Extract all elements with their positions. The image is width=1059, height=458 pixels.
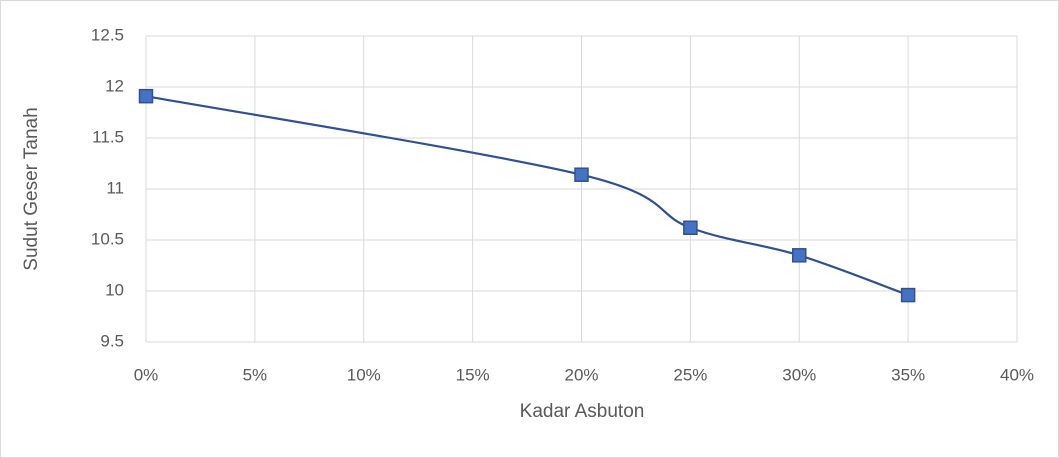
marker bbox=[574, 167, 589, 182]
x-axis-label: Kadar Asbuton bbox=[520, 401, 645, 422]
y-tick-label: 9.5 bbox=[100, 331, 124, 350]
y-tick-label: 12 bbox=[105, 76, 124, 95]
y-tick-label: 10.5 bbox=[91, 229, 124, 248]
x-tick-label: 40% bbox=[1000, 365, 1034, 384]
y-axis-label: Sudut Geser Tanah bbox=[21, 107, 42, 270]
x-tick-label: 20% bbox=[564, 365, 598, 384]
x-tick-label: 25% bbox=[673, 365, 707, 384]
x-tick-label: 35% bbox=[891, 365, 925, 384]
x-tick-label: 5% bbox=[243, 365, 268, 384]
x-tick-label: 10% bbox=[347, 365, 381, 384]
marker bbox=[792, 248, 807, 263]
y-tick-label: 12.5 bbox=[91, 25, 124, 44]
x-tick-label: 0% bbox=[134, 365, 159, 384]
marker bbox=[138, 88, 154, 104]
marker bbox=[683, 220, 698, 236]
y-tick-label: 11.5 bbox=[92, 127, 124, 146]
y-tick-label: 11 bbox=[106, 178, 124, 197]
x-tick-label: 15% bbox=[456, 365, 490, 384]
x-tick-label: 30% bbox=[782, 365, 816, 384]
line bbox=[145, 95, 909, 297]
y-tick-label: 10 bbox=[105, 280, 124, 299]
marker bbox=[900, 287, 916, 303]
